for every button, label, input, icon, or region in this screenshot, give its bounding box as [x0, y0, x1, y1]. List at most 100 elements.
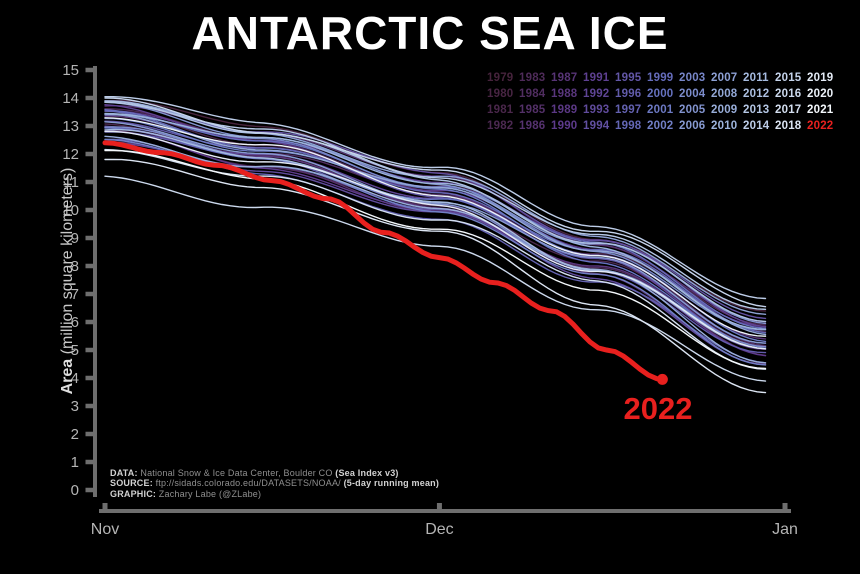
year-line-1995	[104, 120, 767, 344]
legend-year-1995: 1995	[615, 72, 642, 84]
y-tick-label: 13	[62, 118, 79, 135]
legend-year-1983: 1983	[519, 72, 546, 84]
legend-year-1999: 1999	[647, 72, 674, 84]
year-line-2019	[104, 130, 767, 350]
legend-year-1990: 1990	[551, 120, 578, 132]
legend-year-1993: 1993	[583, 104, 610, 116]
year-line-2014	[104, 95, 767, 300]
year-line-2016	[104, 175, 767, 382]
year-line-2006	[104, 121, 767, 344]
legend-year-2011: 2011	[743, 72, 769, 84]
legend-year-1987: 1987	[551, 72, 578, 84]
year-line-2020	[104, 117, 767, 337]
y-tick-label: 12	[62, 146, 79, 163]
data-text: National Snow & Ice Data Center, Boulder…	[137, 468, 336, 478]
legend-year-2009: 2009	[711, 104, 738, 116]
legend-year-2018: 2018	[775, 120, 802, 132]
legend-year-2005: 2005	[679, 104, 706, 116]
source-text: ftp://sidads.colorado.edu/DATASETS/NOAA/	[152, 478, 344, 489]
legend-year-1996: 1996	[615, 88, 642, 100]
legend-year-1994: 1994	[583, 120, 610, 132]
year-line-1992	[104, 125, 767, 348]
y-tick-label: 11	[63, 174, 79, 191]
legend-year-2021: 2021	[807, 104, 834, 116]
chart-title: ANTARCTIC SEA ICE	[191, 7, 669, 59]
year-line-2015	[104, 97, 767, 308]
x-tick-label: Dec	[425, 521, 453, 538]
y-tick-label: 6	[71, 314, 79, 331]
series-lines	[102, 95, 767, 394]
attribution-graphic-line: GRAPHIC: Zachary Labe (@ZLabe)	[110, 489, 439, 499]
y-tick-label: 5	[71, 342, 79, 359]
y-tick-label: 3	[71, 398, 79, 415]
year-line-2021	[104, 149, 767, 370]
y-tick-label: 14	[62, 90, 79, 107]
legend-year-2013: 2013	[743, 104, 770, 116]
year-line-1994	[104, 100, 767, 320]
year-line-2013	[104, 101, 767, 310]
legend-year-1988: 1988	[551, 88, 578, 100]
legend-year-2019: 2019	[807, 72, 834, 84]
year-line-2011	[104, 128, 767, 350]
x-tick-label: Nov	[91, 521, 119, 538]
y-tick-label: 8	[71, 258, 79, 275]
y-axis-label-rest: (million square kilometers)	[59, 167, 76, 359]
legend-year-2007: 2007	[711, 72, 738, 84]
legend-year-2020: 2020	[807, 88, 834, 100]
legend-year-2014: 2014	[743, 120, 770, 132]
y-tick-label: 2	[71, 426, 79, 443]
legend-year-1997: 1997	[615, 104, 642, 116]
y-tick-label: 9	[71, 230, 79, 247]
attribution-data-line: DATA: National Snow & Ice Data Center, B…	[110, 468, 439, 478]
graphic-label: GRAPHIC:	[110, 488, 157, 499]
legend-year-1989: 1989	[551, 104, 578, 116]
year-line-2000	[104, 127, 767, 348]
legend-year-1991: 1991	[583, 72, 610, 84]
legend-year-2010: 2010	[711, 120, 738, 132]
legend-year-2017: 2017	[775, 104, 802, 116]
source-attribution: DATA: National Snow & Ice Data Center, B…	[110, 468, 439, 499]
year-line-2012	[104, 100, 767, 323]
legend-year-2008: 2008	[711, 88, 738, 100]
data-bold: (Sea Index v3)	[335, 468, 399, 478]
y-axis-label-bold: Area	[59, 358, 76, 395]
highlight-endpoint-dot	[656, 373, 668, 385]
legend-year-2000: 2000	[647, 88, 674, 100]
legend-year-1982: 1982	[487, 120, 514, 132]
year-line-2018	[104, 158, 767, 394]
legend-year-1981: 1981	[487, 104, 514, 116]
legend-year-1985: 1985	[519, 104, 546, 116]
year-line-1998	[104, 110, 767, 334]
y-tick-label: 0	[71, 482, 79, 499]
data-label: DATA:	[110, 468, 138, 478]
legend-year-2022: 2022	[807, 120, 834, 132]
legend-year-1986: 1986	[519, 120, 546, 132]
legend-year-2006: 2006	[679, 120, 706, 132]
legend-year-1984: 1984	[519, 88, 546, 100]
year-line-2022	[102, 140, 660, 382]
legend-year-1979: 1979	[487, 72, 514, 84]
legend-year-1992: 1992	[583, 88, 610, 100]
year-line-1981	[104, 123, 767, 347]
y-axis-label: Area (million square kilometers)	[59, 116, 77, 446]
legend-year-2012: 2012	[743, 88, 770, 100]
y-tick-label: 1	[71, 454, 79, 471]
highlight-year-label: 2022	[623, 391, 693, 426]
y-tick-label: 10	[62, 202, 79, 219]
y-tick-label: 4	[71, 370, 79, 387]
legend-year-2016: 2016	[775, 88, 802, 100]
legend-year-1998: 1998	[615, 120, 642, 132]
source-label: SOURCE:	[110, 478, 153, 489]
legend-year-2002: 2002	[647, 120, 674, 132]
legend-year-2003: 2003	[679, 72, 706, 84]
y-tick-label: 7	[71, 286, 79, 303]
legend-year-2015: 2015	[775, 72, 802, 84]
attribution-source-line: SOURCE: ftp://sidads.colorado.edu/DATASE…	[110, 478, 439, 488]
source-bold: (5-day running mean)	[343, 478, 440, 489]
legend-year-1980: 1980	[487, 88, 514, 100]
y-tick-label: 15	[62, 62, 79, 79]
graphic-text: Zachary Labe (@ZLabe)	[156, 488, 262, 499]
x-tick-label: Jan	[772, 521, 798, 538]
